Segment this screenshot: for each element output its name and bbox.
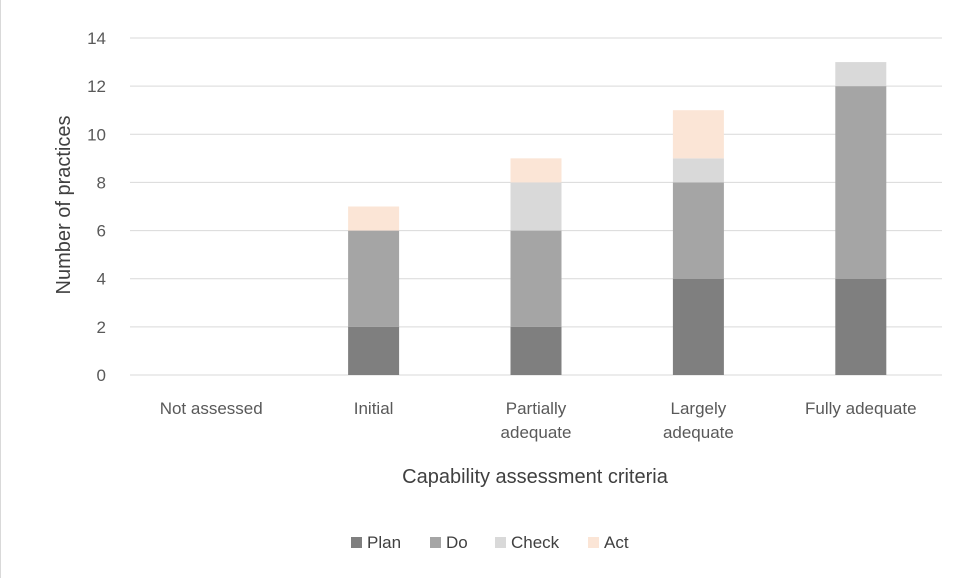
bar-segment-do [348,230,400,327]
bar-segment-check [510,182,562,231]
bar-segment-plan [510,326,562,375]
x-tick-label: Partially adequate [501,399,572,442]
legend-swatch-do [430,537,441,548]
legend-label-check: Check [511,533,560,552]
bar-layer [348,62,887,375]
x-tick-label: Fully adequate [805,399,917,418]
legend-label-do: Do [446,533,468,552]
legend-label-act: Act [604,533,629,552]
bar-segment-plan [348,326,400,375]
y-axis-title: Number of practices [53,116,75,295]
x-tick-label: Largely adequate [663,399,734,442]
x-tick-label: Initial [354,399,394,418]
bar-segment-plan [672,278,724,375]
y-tick-label: 12 [87,77,106,96]
x-tick-label-line: adequate [663,423,734,442]
y-tick-label: 6 [97,222,106,241]
bar-segment-act [672,110,724,159]
bar-segment-check [672,158,724,183]
x-tick-label: Not assessed [160,399,263,418]
y-tick-label: 8 [97,173,106,192]
x-tick-label-line: Not assessed [160,399,263,418]
x-tick-label-line: Partially [506,399,567,418]
legend-label-plan: Plan [367,533,401,552]
y-tick-label: 4 [97,270,106,289]
legend-swatch-check [495,537,506,548]
bar-segment-do [835,86,887,279]
y-tick-label: 14 [87,29,106,48]
y-tick-label: 0 [97,366,106,385]
bar-segment-act [348,206,400,231]
y-tick-label: 10 [87,125,106,144]
bar-segment-do [672,182,724,279]
bar-segment-plan [835,278,887,375]
bar-segment-act [510,158,562,183]
x-axis-title: Capability assessment criteria [402,466,669,488]
x-tick-label-line: adequate [501,423,572,442]
x-tick-labels: Not assessed Initial Partially adequateLarg… [160,399,917,442]
legend: Plan Do Check Act [351,533,629,552]
x-tick-label-line: Initial [354,399,394,418]
x-tick-label-line: Fully adequate [805,399,917,418]
legend-swatch-plan [351,537,362,548]
legend-swatch-act [588,537,599,548]
bar-segment-check [835,62,887,87]
x-tick-label-line: Largely [671,399,727,418]
y-tick-labels: 0 2 4 6 8 10 12 14 [87,29,106,385]
y-tick-label: 2 [97,318,106,337]
bar-segment-do [510,230,562,327]
